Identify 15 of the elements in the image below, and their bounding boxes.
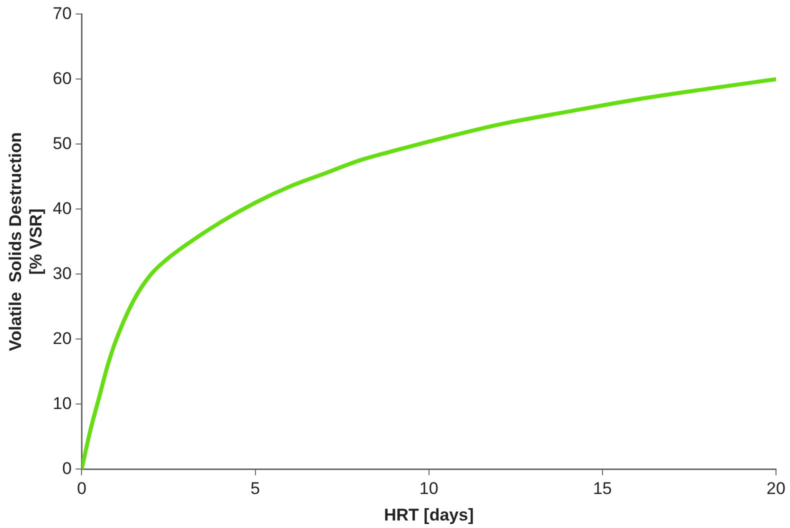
y-tick-label: 50 [52,134,72,153]
y-tick-label: 30 [52,264,72,283]
x-tick-label: 10 [419,479,438,498]
x-tick-label: 15 [592,479,612,498]
x-tick-label: 0 [76,479,86,498]
y-axis-title: Volatile Solids Destruction [% VSR] [6,132,46,352]
y-tick-label: 0 [62,458,72,478]
y-tick-label: 40 [52,198,72,218]
x-tick-label: 20 [766,479,786,498]
x-tick-label: 5 [250,479,260,498]
y-tick-label: 60 [52,68,72,88]
y-tick-label: 10 [52,394,72,413]
y-tick-label: 70 [52,4,72,23]
y-tick-label: 20 [52,328,72,348]
x-axis-title: HRT [days] [384,505,474,524]
